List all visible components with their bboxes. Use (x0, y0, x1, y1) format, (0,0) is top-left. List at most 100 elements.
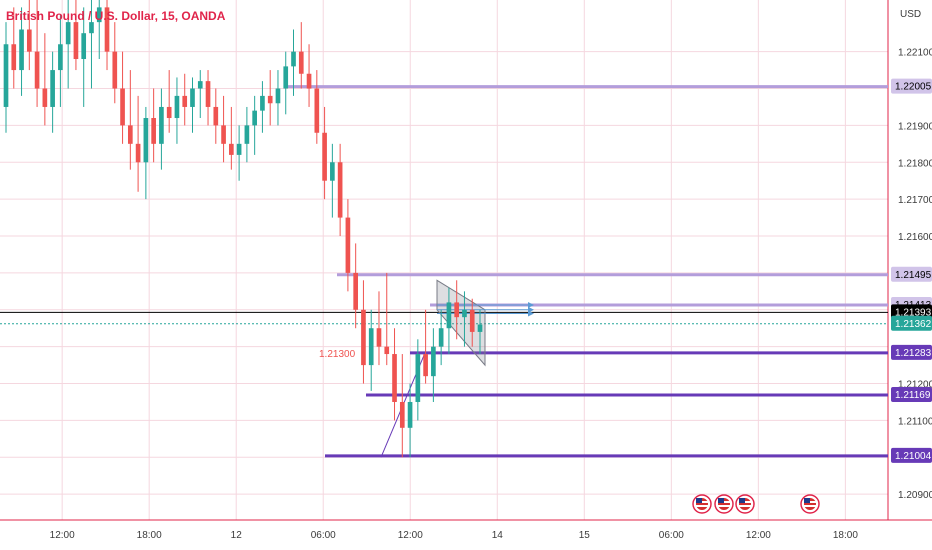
candle-body (112, 51, 118, 89)
candle-body (65, 22, 71, 45)
time-tick-label: 12:00 (398, 530, 423, 541)
time-tick-label: 18:00 (833, 530, 858, 541)
candle-body (81, 33, 87, 60)
candle-body (213, 106, 219, 126)
time-axis[interactable]: 12:00 18:00 12 06:00 12:00 14 15 06:00 12:00 18:0… (50, 530, 859, 541)
economic-events[interactable] (692, 494, 820, 514)
candle-body (120, 88, 125, 126)
time-tick-label: 12:00 (746, 530, 771, 541)
price-badge (891, 315, 932, 331)
event-flag-canton (739, 498, 745, 503)
candle-body (159, 106, 164, 144)
time-tick-label: 12:00 (50, 530, 75, 541)
time-tick-label: 15 (579, 530, 591, 541)
price-tick-label: 1.22100 (898, 48, 932, 59)
candle-body (407, 401, 413, 428)
candle-body (322, 132, 327, 181)
candle-body (89, 22, 94, 34)
candle-body (267, 95, 273, 104)
candle-body (454, 302, 460, 318)
candle-body (392, 354, 397, 402)
candle-body (244, 125, 250, 144)
arrow-head (528, 301, 534, 308)
candle-body (96, 7, 102, 23)
time-tick-label: 12 (231, 530, 243, 541)
candle-body (73, 22, 79, 60)
candle-body (104, 7, 110, 52)
price-axis[interactable]: 1.22100 1.21900 1.21800 1.21700 1.21600 1.212… (898, 48, 932, 502)
price-badge (891, 304, 932, 320)
price-tick-label: 1.21200 (898, 380, 932, 391)
candle-body (205, 81, 211, 107)
candle-body (376, 328, 382, 347)
event-flag-canton (804, 498, 810, 503)
price-badge-label: 1.21004 (895, 451, 932, 462)
candle-body (229, 143, 234, 155)
candle-body (58, 44, 63, 71)
candle-body (190, 88, 195, 107)
candle-body (353, 272, 359, 310)
candle-body (431, 346, 436, 377)
price-badge-label: 1.21393 (895, 307, 932, 318)
candle-body (26, 29, 32, 52)
candle-body (236, 143, 242, 155)
candle-body (399, 401, 405, 428)
candle-body (135, 143, 141, 163)
event-flag-stripe (718, 505, 730, 507)
candle-body (143, 118, 149, 163)
price-tick-label: 1.20900 (898, 490, 932, 501)
candle-body (252, 110, 257, 126)
candle-body (306, 73, 312, 89)
candle-body (260, 95, 265, 111)
candle-body (34, 51, 40, 89)
candle-body (50, 70, 55, 107)
price-badge (891, 447, 932, 463)
candle-body (182, 95, 188, 107)
us-event-icon[interactable] (714, 494, 734, 514)
candle-body (337, 162, 343, 218)
candles[interactable] (3, 0, 483, 458)
candle-body (166, 106, 172, 119)
price-badge-label: 1.21495 (895, 270, 932, 281)
event-flag-stripe (696, 505, 708, 507)
candle-body (345, 217, 351, 273)
candle-body (314, 88, 320, 133)
annotation-label: 1.21300 (319, 349, 356, 360)
candle-body (19, 29, 24, 71)
price-tick-label: 1.21100 (898, 416, 932, 427)
chart-title: British Pound / U.S. Dollar, 15, OANDA (6, 9, 226, 23)
price-badge-label: 1.21169 (895, 390, 931, 401)
candle-body (423, 354, 428, 377)
us-event-icon[interactable] (800, 494, 820, 514)
candle-body (197, 81, 203, 89)
candle-body (221, 125, 226, 144)
price-tick-label: 1.21600 (898, 232, 932, 243)
candle-body (462, 309, 467, 318)
time-tick-label: 14 (492, 530, 504, 541)
price-tick-label: 1.21700 (898, 195, 932, 206)
event-flag-stripe (804, 505, 816, 507)
us-event-icon[interactable] (735, 494, 755, 514)
candle-body (151, 118, 156, 144)
candle-body (127, 125, 133, 144)
candle-body (361, 309, 366, 366)
price-tick-label: 1.21900 (898, 121, 932, 132)
price-badge (891, 344, 932, 360)
candle-body (477, 324, 483, 332)
candle-body (415, 354, 421, 402)
candle-body (438, 328, 444, 347)
candle-body (368, 328, 374, 366)
price-badge-label: 1.21362 (895, 319, 932, 330)
us-event-icon[interactable] (692, 494, 712, 514)
time-tick-label: 06:00 (659, 530, 684, 541)
price-badge (891, 78, 932, 94)
currency-label: USD (900, 9, 921, 20)
candle-body (283, 66, 289, 89)
time-tick-label: 18:00 (137, 530, 162, 541)
price-tick-label: 1.21800 (898, 158, 932, 169)
candle-body (446, 302, 452, 329)
time-tick-label: 06:00 (311, 530, 336, 541)
candle-body (174, 95, 180, 119)
price-badges: 1.220051.214951.214131.213931.213621.212… (891, 78, 932, 463)
